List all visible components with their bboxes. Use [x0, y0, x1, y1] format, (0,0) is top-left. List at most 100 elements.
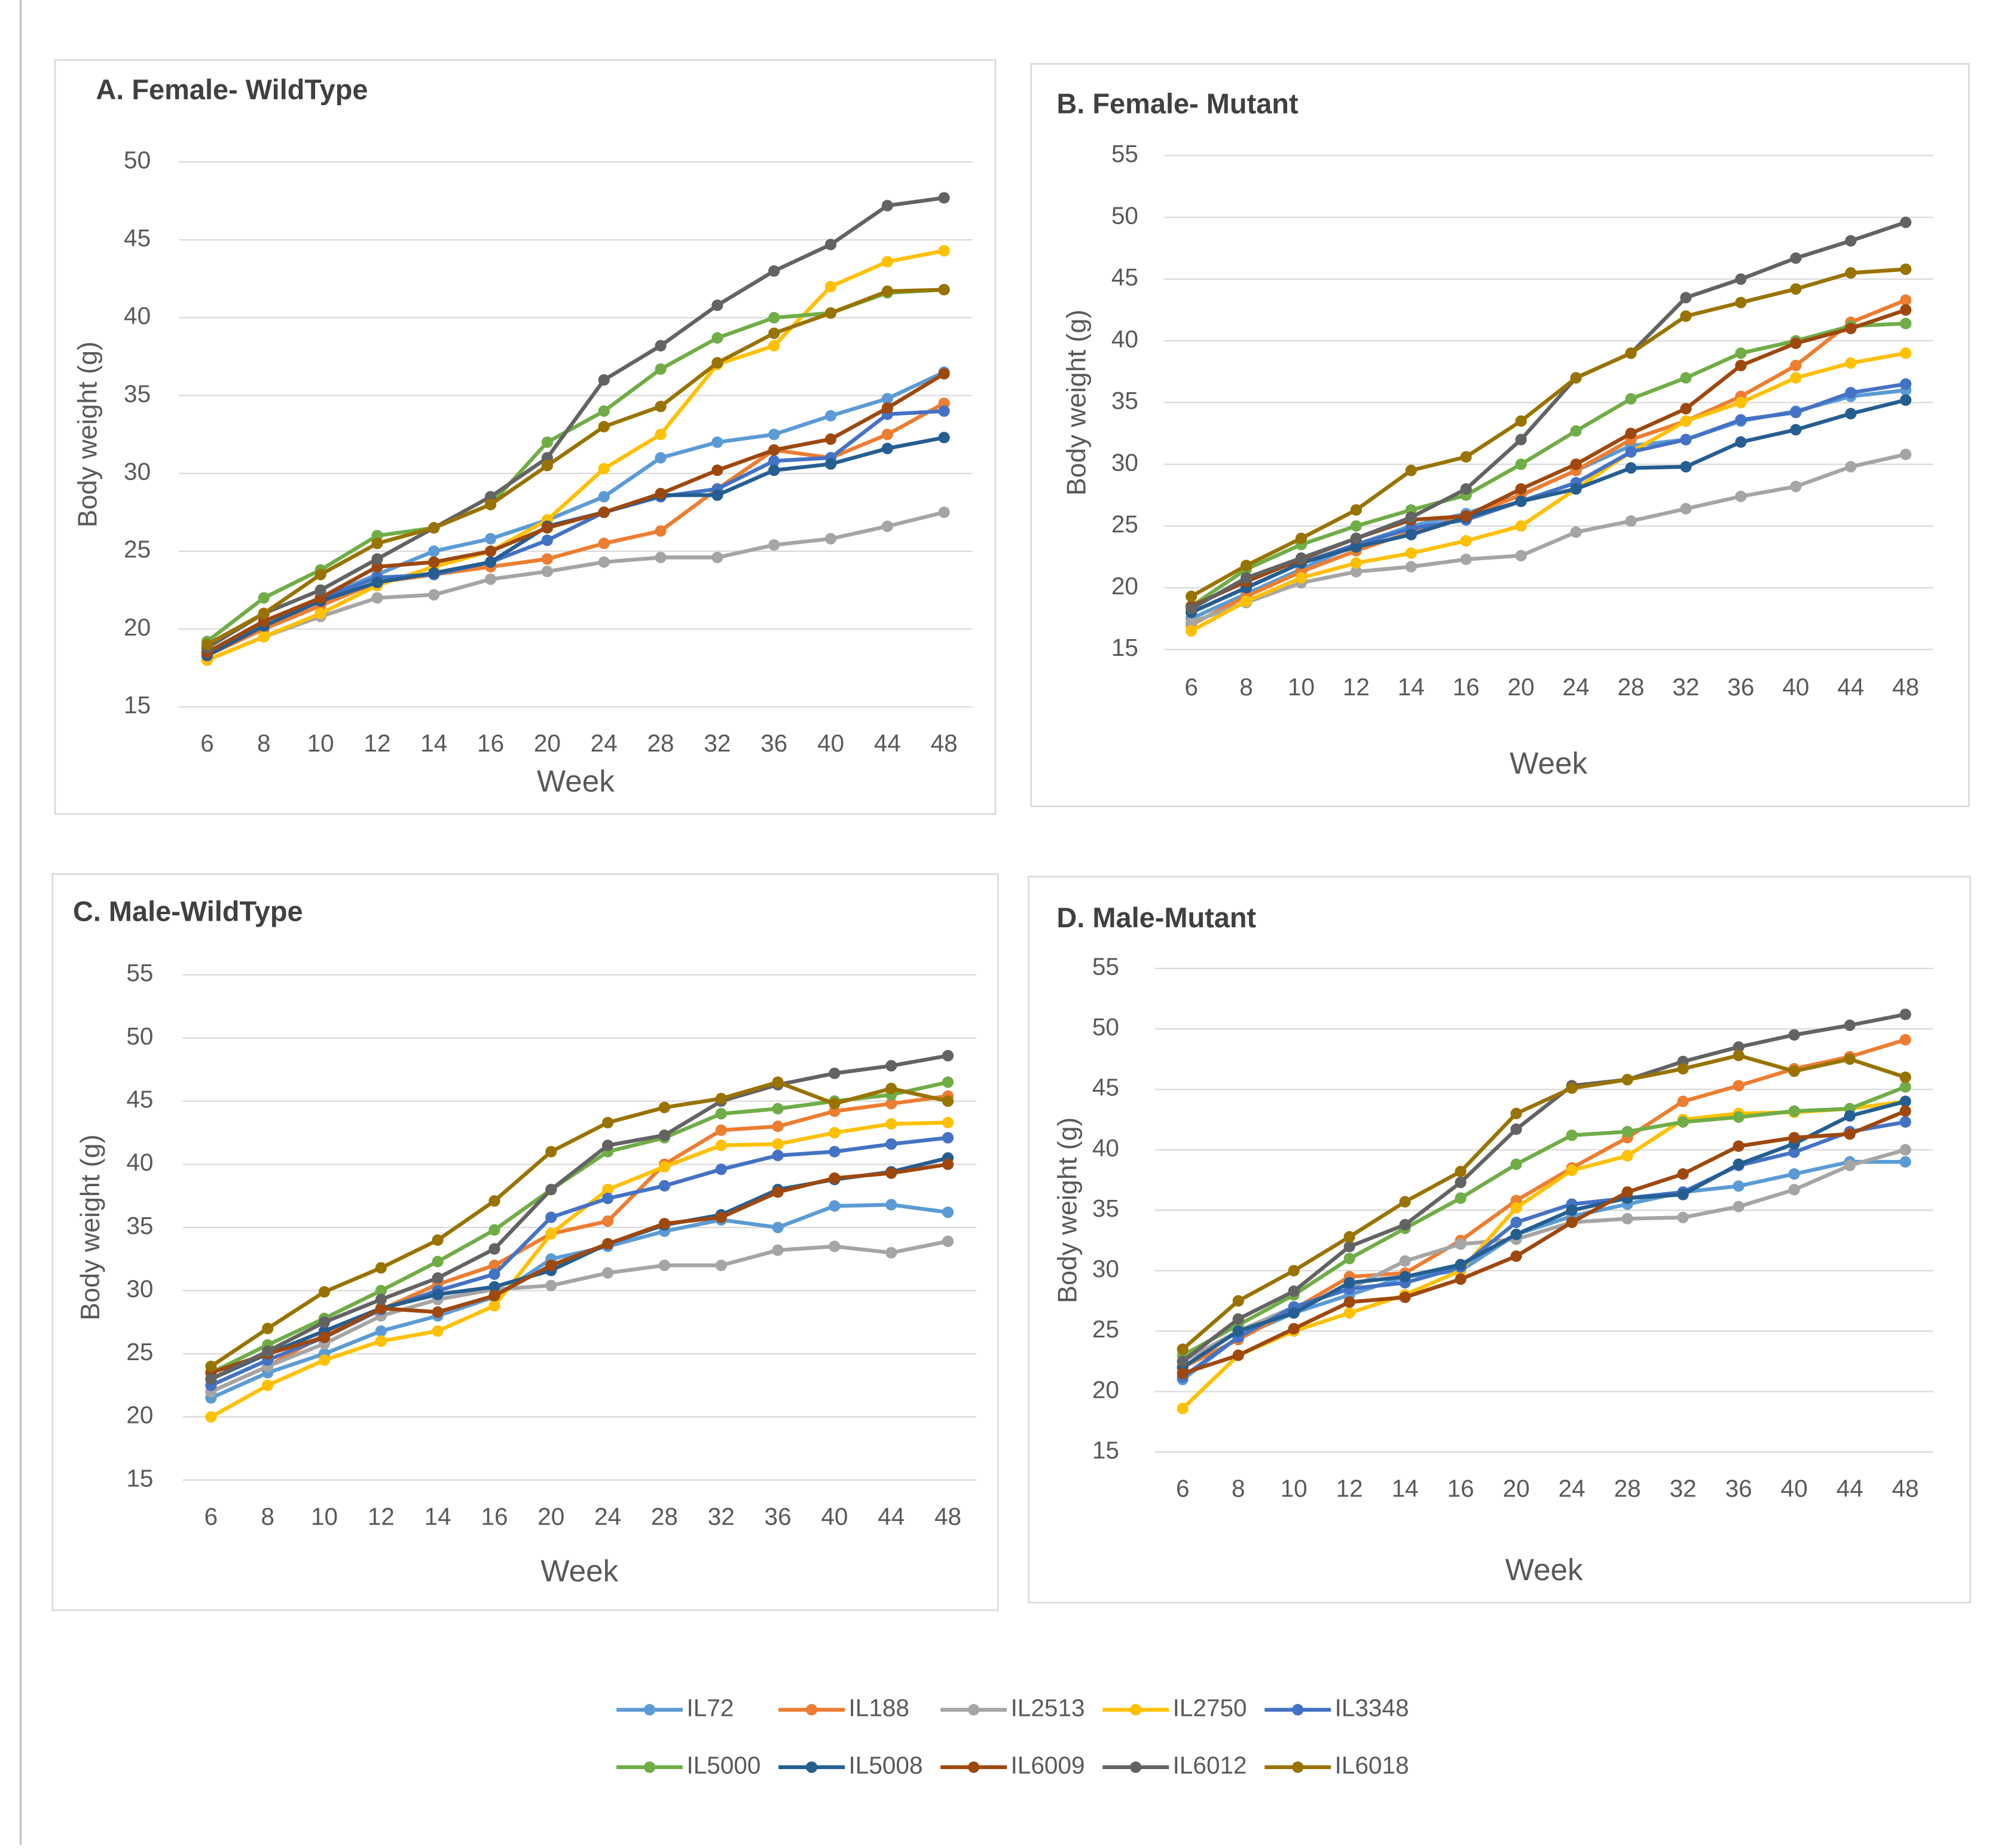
data-point [1405, 561, 1417, 573]
y-tick-label: 25 [124, 536, 151, 563]
data-point [1845, 357, 1857, 369]
series-line [1190, 321, 1906, 608]
y-axis-title: Body weight (g) [1053, 1117, 1083, 1303]
series-line [210, 1053, 949, 1381]
legend-label: IL5000 [686, 1752, 760, 1779]
data-point [881, 256, 893, 268]
data-point [885, 1118, 897, 1130]
x-tick-label: 28 [1617, 673, 1644, 701]
data-point [541, 460, 554, 472]
y-tick-label: 25 [1111, 511, 1138, 538]
y-tick-label: 55 [1111, 140, 1138, 167]
data-point [432, 1306, 444, 1318]
x-tick-label: 12 [368, 1502, 395, 1530]
data-point [942, 1050, 954, 1062]
y-tick-label: 40 [126, 1148, 153, 1176]
data-point [1232, 1325, 1244, 1337]
data-point [484, 545, 497, 557]
series-line [1190, 351, 1907, 633]
data-point [1186, 616, 1197, 628]
x-tick-label: 48 [1892, 673, 1919, 701]
data-point [375, 1293, 387, 1306]
data-point [1186, 603, 1197, 615]
legend-label: IL3348 [1335, 1694, 1409, 1721]
data-point [655, 429, 667, 441]
data-point [541, 553, 554, 565]
data-point [1515, 495, 1527, 508]
data-point [1288, 1285, 1300, 1297]
data-point [1900, 378, 1912, 390]
x-tick-label: 48 [1892, 1474, 1919, 1502]
x-tick-label: 40 [1782, 673, 1809, 701]
data-point [829, 1067, 841, 1079]
data-point [1677, 1095, 1689, 1107]
data-point [655, 452, 667, 464]
data-point [262, 1379, 274, 1391]
data-point [772, 1221, 784, 1233]
data-point [432, 1288, 444, 1300]
data-point [1232, 1295, 1244, 1307]
panel-border [54, 59, 997, 815]
data-point [1240, 560, 1252, 572]
data-point [1677, 1168, 1689, 1180]
data-point [541, 566, 554, 578]
data-point [1677, 1189, 1689, 1201]
data-point [1566, 1204, 1578, 1216]
data-point [1733, 1201, 1745, 1212]
data-point [881, 442, 893, 454]
data-point [375, 1325, 387, 1337]
data-point [655, 363, 667, 375]
x-tick-label: 12 [1336, 1474, 1363, 1502]
x-tick-label: 16 [1447, 1474, 1474, 1502]
x-tick-label: 36 [1727, 673, 1754, 701]
data-point [711, 551, 723, 563]
data-point [824, 307, 837, 319]
data-point [1621, 1074, 1633, 1086]
x-tick-label: 16 [477, 729, 504, 757]
y-tick-label: 40 [124, 302, 151, 329]
data-point [1510, 1202, 1522, 1214]
data-point [1570, 526, 1582, 538]
data-point [1295, 532, 1307, 545]
data-point [541, 522, 554, 534]
data-point [1900, 263, 1912, 275]
data-point [655, 551, 667, 563]
data-point [1899, 1034, 1911, 1046]
chart-title: D. Male-Mutant [1056, 902, 1256, 933]
legend-label: IL5008 [849, 1752, 923, 1779]
y-tick-label: 20 [126, 1401, 153, 1429]
data-point [205, 1411, 217, 1423]
data-point [258, 607, 270, 619]
y-tick-label: 45 [1092, 1074, 1119, 1101]
y-tick-label: 45 [1111, 264, 1138, 291]
data-point [1680, 310, 1692, 322]
data-point [1460, 510, 1472, 522]
data-point [545, 1184, 557, 1196]
data-point [1680, 403, 1692, 415]
data-point [1232, 1349, 1244, 1361]
data-point [1460, 483, 1472, 495]
y-tick-label: 15 [1111, 634, 1138, 661]
data-point [1405, 547, 1417, 559]
data-point [938, 245, 950, 257]
data-point [658, 1218, 671, 1230]
data-point [484, 499, 497, 511]
data-point [942, 1132, 954, 1144]
data-point [201, 639, 213, 650]
data-point [1625, 515, 1637, 527]
x-tick-label: 40 [817, 729, 844, 757]
data-point [1735, 414, 1747, 426]
data-point [1295, 552, 1307, 564]
data-point [488, 1268, 500, 1280]
data-point [829, 1172, 841, 1184]
legend-swatch-marker [968, 1704, 980, 1716]
data-point [711, 332, 723, 344]
series-line [1190, 452, 1907, 624]
x-tick-label: 32 [708, 1502, 735, 1530]
data-point [1455, 1177, 1467, 1189]
data-point [1625, 462, 1637, 474]
data-point [371, 553, 383, 565]
x-axis-title: Week [537, 764, 615, 798]
x-tick-label: 24 [594, 1502, 621, 1530]
data-point [602, 1215, 614, 1227]
